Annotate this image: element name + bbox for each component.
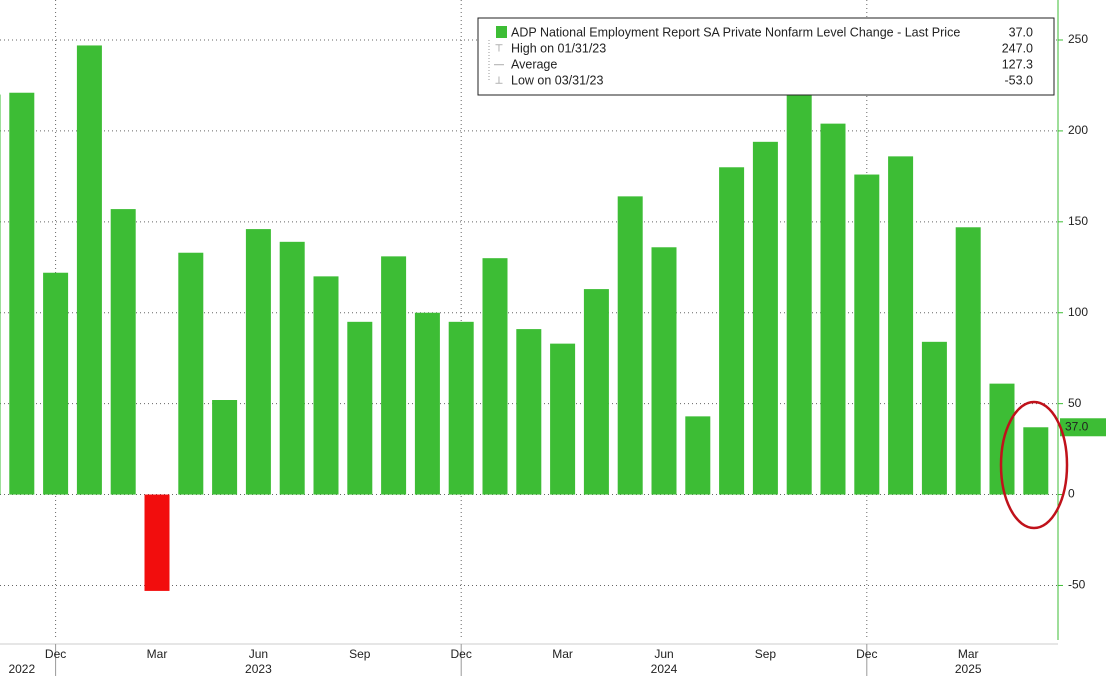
bar [43, 272, 69, 495]
bar [921, 341, 947, 495]
bar [888, 156, 914, 495]
bar [178, 252, 204, 495]
bar [820, 123, 846, 495]
x-tick-label: Mar [958, 647, 979, 661]
legend-item-marker: ⊥ [495, 76, 504, 87]
highlight-ellipse [999, 400, 1069, 530]
bar [550, 343, 576, 495]
y-tick-label: 50 [1068, 396, 1082, 410]
bar [583, 289, 609, 495]
bar [279, 241, 305, 495]
x-tick-label: Sep [755, 647, 777, 661]
bar [786, 94, 812, 495]
legend-title: ADP National Employment Report SA Privat… [511, 25, 960, 39]
legend-box [477, 17, 1055, 96]
bar [76, 45, 102, 495]
legend-item-value: 127.3 [1002, 57, 1033, 71]
y-tick-label: 0 [1068, 487, 1075, 501]
x-tick-label: Dec [45, 647, 66, 661]
bar [347, 321, 373, 495]
bar [0, 94, 1, 495]
legend-item-value: 247.0 [1002, 41, 1033, 55]
y-tick-label: 100 [1068, 305, 1088, 319]
y-tick-label: 200 [1068, 123, 1088, 137]
bar [414, 312, 440, 495]
legend-item-marker: ⊤ [495, 44, 504, 55]
bar [1023, 427, 1049, 495]
legend-item-label: Average [511, 57, 557, 71]
legend-item-marker: — [494, 60, 504, 71]
bar [685, 416, 711, 495]
y-tick-label: -50 [1068, 578, 1086, 592]
bar [752, 141, 778, 495]
y-tick-label: 250 [1068, 32, 1088, 46]
y-tick-label: 150 [1068, 214, 1088, 228]
x-year-label: 2024 [651, 662, 678, 676]
bar [617, 196, 643, 495]
bar [212, 400, 238, 495]
bar [9, 92, 35, 495]
bar [313, 276, 339, 495]
bar [955, 227, 981, 495]
x-tick-label: Jun [249, 647, 268, 661]
x-year-label: 2023 [245, 662, 272, 676]
x-tick-label: Mar [552, 647, 573, 661]
bar [482, 258, 508, 495]
legend-item-label: Low on 03/31/23 [511, 73, 603, 87]
x-tick-label: Jun [654, 647, 673, 661]
last-price-label: 37.0 [1065, 419, 1089, 433]
x-tick-label: Dec [856, 647, 877, 661]
x-tick-label: Dec [451, 647, 472, 661]
bar [448, 321, 474, 495]
bar [651, 247, 677, 495]
legend-title-value: 37.0 [1009, 25, 1033, 39]
x-tick-label: Sep [349, 647, 371, 661]
bar [110, 209, 136, 495]
legend-swatch [496, 26, 507, 38]
bar [719, 167, 745, 495]
x-year-label: 2022 [8, 662, 35, 676]
bar [854, 174, 880, 495]
x-year-label: 2025 [955, 662, 982, 676]
bar [516, 329, 542, 495]
bar [144, 494, 170, 591]
x-tick-label: Mar [147, 647, 168, 661]
legend-item-label: High on 01/31/23 [511, 41, 606, 55]
bar [245, 229, 271, 495]
bar [381, 256, 407, 495]
legend-item-value: -53.0 [1005, 73, 1034, 87]
last-price-tag [1060, 418, 1106, 437]
